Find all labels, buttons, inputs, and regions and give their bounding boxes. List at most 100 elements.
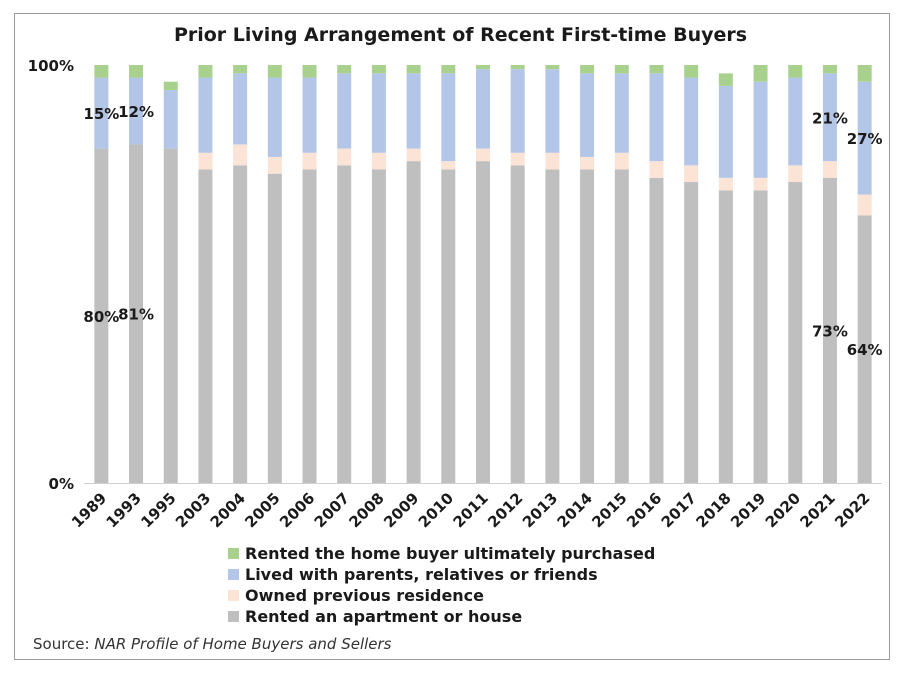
bar-2008-lived-with-parents-relatives-or-friends <box>371 73 386 153</box>
bar-2004-rented-an-apartment-or-house <box>233 165 248 483</box>
data-label-2022-lived-with-parents-relatives-or-friends: 27% <box>847 130 883 148</box>
bar-2015-rented-the-home-buyer-ultimately-purchased <box>614 65 629 74</box>
legend-swatch <box>228 611 239 622</box>
x-tick-label-2022: 2022 <box>831 489 873 531</box>
bar-2003-owned-previous-residence <box>198 152 213 170</box>
legend-item-lived-with-parents-relatives-or-friends: Lived with parents, relatives or friends <box>228 564 655 585</box>
data-label-2021-lived-with-parents-relatives-or-friends: 21% <box>812 109 848 127</box>
bar-2012-rented-the-home-buyer-ultimately-purchased <box>510 65 525 70</box>
bar-2007-lived-with-parents-relatives-or-friends <box>337 73 352 149</box>
bar-2015-lived-with-parents-relatives-or-friends <box>614 73 629 153</box>
bar-2016-rented-the-home-buyer-ultimately-purchased <box>649 65 664 74</box>
y-tick-label-100: 100% <box>28 57 74 75</box>
bar-2003-lived-with-parents-relatives-or-friends <box>198 77 213 153</box>
legend-label: Rented an apartment or house <box>245 607 523 626</box>
bar-2012-owned-previous-residence <box>510 152 525 166</box>
legend-label: Rented the home buyer ultimately purchas… <box>245 544 656 563</box>
bar-2022-rented-the-home-buyer-ultimately-purchased <box>857 65 872 82</box>
bar-2012-rented-an-apartment-or-house <box>510 165 525 483</box>
bar-2003-rented-an-apartment-or-house <box>198 169 213 483</box>
bar-2008-rented-an-apartment-or-house <box>371 169 386 483</box>
data-label-1989-lived-with-parents-relatives-or-friends: 15% <box>83 105 119 123</box>
bar-2016-rented-an-apartment-or-house <box>649 177 664 484</box>
bar-2005-rented-an-apartment-or-house <box>267 173 282 483</box>
bar-2022-lived-with-parents-relatives-or-friends <box>857 81 872 195</box>
legend-label: Lived with parents, relatives or friends <box>245 565 598 584</box>
bar-2022-owned-previous-residence <box>857 194 872 216</box>
x-tick-label-2020: 2020 <box>762 489 804 531</box>
x-tick-label-2008: 2008 <box>345 489 387 531</box>
bar-2011-rented-the-home-buyer-ultimately-purchased <box>476 65 490 70</box>
bar-2013-rented-the-home-buyer-ultimately-purchased <box>545 65 560 70</box>
x-tick-label-2005: 2005 <box>241 489 283 531</box>
x-tick-label-2018: 2018 <box>692 489 734 531</box>
x-tick-label-2007: 2007 <box>311 489 353 531</box>
bar-2005-rented-the-home-buyer-ultimately-purchased <box>267 65 282 78</box>
bar-1995-rented-an-apartment-or-house <box>163 148 178 483</box>
x-tick-label-2015: 2015 <box>588 489 630 531</box>
bar-2014-lived-with-parents-relatives-or-friends <box>580 73 595 157</box>
bar-2014-owned-previous-residence <box>580 156 595 170</box>
bar-2014-rented-the-home-buyer-ultimately-purchased <box>580 65 595 74</box>
legend-swatch <box>228 548 239 559</box>
bar-2004-lived-with-parents-relatives-or-friends <box>233 73 248 145</box>
bar-2009-owned-previous-residence <box>406 148 421 162</box>
bar-2013-lived-with-parents-relatives-or-friends <box>545 69 560 153</box>
bar-2006-rented-an-apartment-or-house <box>302 169 317 483</box>
data-label-1993-rented-an-apartment-or-house: 81% <box>118 306 154 324</box>
bar-2007-rented-the-home-buyer-ultimately-purchased <box>337 65 352 74</box>
bar-2007-owned-previous-residence <box>337 148 352 166</box>
bar-2015-owned-previous-residence <box>614 152 629 170</box>
bar-1995-lived-with-parents-relatives-or-friends <box>163 90 178 149</box>
bar-2011-owned-previous-residence <box>476 148 490 162</box>
x-tick-label-2014: 2014 <box>554 489 596 531</box>
bar-2013-owned-previous-residence <box>545 152 560 170</box>
bar-1993-rented-the-home-buyer-ultimately-purchased <box>129 65 144 78</box>
bar-1995-rented-the-home-buyer-ultimately-purchased <box>163 81 178 91</box>
legend-item-owned-previous-residence: Owned previous residence <box>228 585 655 606</box>
bar-2004-rented-the-home-buyer-ultimately-purchased <box>233 65 248 74</box>
bar-1989-rented-the-home-buyer-ultimately-purchased <box>94 65 109 78</box>
bar-2009-rented-the-home-buyer-ultimately-purchased <box>406 65 421 74</box>
bar-2020-rented-an-apartment-or-house <box>788 182 803 484</box>
bar-2018-owned-previous-residence <box>718 177 733 191</box>
bar-2010-lived-with-parents-relatives-or-friends <box>441 73 456 162</box>
bar-2010-rented-the-home-buyer-ultimately-purchased <box>441 65 456 74</box>
x-tick-label-2004: 2004 <box>207 489 249 531</box>
x-tick-label-2017: 2017 <box>658 489 700 531</box>
bar-2004-owned-previous-residence <box>233 144 248 166</box>
bar-2013-rented-an-apartment-or-house <box>545 169 560 483</box>
x-tick-label-2006: 2006 <box>276 489 318 531</box>
source-prefix: Source: <box>33 635 95 653</box>
bar-2020-lived-with-parents-relatives-or-friends <box>788 77 803 166</box>
chart-title: Prior Living Arrangement of Recent First… <box>173 24 748 46</box>
legend-item-rented-an-apartment-or-house: Rented an apartment or house <box>228 606 655 627</box>
bar-2011-rented-an-apartment-or-house <box>476 161 490 483</box>
x-tick-label-2021: 2021 <box>797 489 839 531</box>
bar-2019-lived-with-parents-relatives-or-friends <box>753 81 768 178</box>
bar-2021-lived-with-parents-relatives-or-friends <box>822 73 837 162</box>
x-tick-label-2011: 2011 <box>450 489 492 531</box>
bar-2006-owned-previous-residence <box>302 152 317 170</box>
bar-1993-rented-an-apartment-or-house <box>129 144 144 484</box>
source-publication: NAR Profile of Home Buyers and Sellers <box>94 635 392 653</box>
bar-2019-rented-an-apartment-or-house <box>753 190 768 483</box>
bar-2006-lived-with-parents-relatives-or-friends <box>302 77 317 153</box>
x-tick-label-1989: 1989 <box>68 489 110 531</box>
data-label-2022-rented-an-apartment-or-house: 64% <box>847 341 883 359</box>
x-tick-label-1993: 1993 <box>103 489 145 531</box>
bar-2009-lived-with-parents-relatives-or-friends <box>406 73 421 149</box>
bar-2022-rented-an-apartment-or-house <box>857 215 872 484</box>
bar-2010-owned-previous-residence <box>441 161 456 170</box>
bar-2010-rented-an-apartment-or-house <box>441 169 456 483</box>
bar-2021-rented-an-apartment-or-house <box>822 177 837 484</box>
bar-2014-rented-an-apartment-or-house <box>580 169 595 483</box>
x-tick-label-2016: 2016 <box>623 489 665 531</box>
x-tick-label-2013: 2013 <box>519 489 561 531</box>
bar-2017-rented-the-home-buyer-ultimately-purchased <box>684 65 699 78</box>
data-label-1993-lived-with-parents-relatives-or-friends: 12% <box>118 103 154 121</box>
bar-2006-rented-the-home-buyer-ultimately-purchased <box>302 65 317 78</box>
source-note: Source: NAR Profile of Home Buyers and S… <box>33 635 392 653</box>
bar-2015-rented-an-apartment-or-house <box>614 169 629 483</box>
